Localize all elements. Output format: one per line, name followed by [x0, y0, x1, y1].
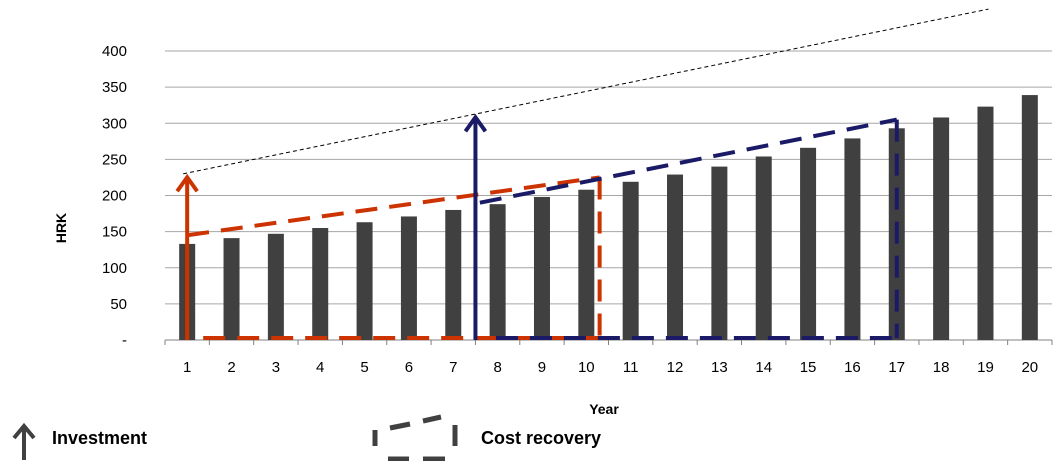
y-tick-label: 400	[102, 43, 127, 60]
x-tick-label: 8	[493, 359, 501, 376]
bar	[356, 222, 373, 340]
bar	[400, 216, 417, 340]
bar	[755, 156, 772, 340]
x-tick-label: 14	[755, 359, 772, 376]
y-tick-label: 350	[102, 79, 127, 96]
bar	[312, 228, 329, 340]
bar	[711, 166, 728, 340]
y-tick-labels: - 50 100 150 200 250 300 350 400	[102, 43, 127, 349]
x-tick-label: 4	[316, 359, 324, 376]
bar	[844, 138, 861, 340]
x-tick-label: 1	[183, 359, 191, 376]
y-tick-label: 200	[102, 188, 127, 205]
legend-cost-recovery-label: Cost recovery	[481, 428, 601, 448]
bar	[1021, 95, 1038, 340]
bar	[223, 238, 240, 340]
x-tick-label: 16	[844, 359, 861, 376]
x-tick-label: 6	[405, 359, 413, 376]
x-tick-label: 12	[667, 359, 684, 376]
bar	[533, 196, 550, 340]
x-tick-labels: 1 2 3 4 5 6 7 8 9 10 11 12 13 14 15 16 17 18 19 20	[183, 359, 1038, 376]
x-tick-label: 2	[227, 359, 235, 376]
x-tick-label: 19	[977, 359, 994, 376]
x-tick-label: 18	[933, 359, 950, 376]
y-axis-title: HRK	[53, 213, 69, 243]
x-tick-label: 10	[578, 359, 595, 376]
x-tick-label: 3	[272, 359, 280, 376]
bar	[977, 106, 994, 340]
y-tick-label: 150	[102, 224, 127, 241]
bar	[800, 147, 817, 340]
y-tick-label: 50	[110, 296, 127, 313]
bar	[267, 233, 284, 340]
legend-cost-recovery: Cost recovery	[372, 414, 601, 461]
legend-investment-label: Investment	[52, 428, 147, 448]
x-tick-label: 20	[1021, 359, 1038, 376]
x-tick-label: 13	[711, 359, 728, 376]
second-cost-recovery-investment-arrow-icon	[463, 113, 488, 340]
trend-line	[183, 8, 989, 175]
first-cost-recovery-investment-arrow-icon	[175, 173, 199, 340]
x-tick-label: 11	[623, 359, 639, 376]
bar	[445, 209, 462, 340]
y-tick-label: -	[122, 332, 127, 349]
overlays	[175, 8, 989, 340]
y-tick-label: 250	[102, 151, 127, 168]
bar	[933, 117, 950, 340]
y-tick-label: 100	[102, 260, 127, 277]
x-tick-label: 5	[360, 359, 368, 376]
investment-arrow-icon	[12, 422, 36, 460]
bar	[489, 204, 506, 340]
gridlines	[165, 50, 1052, 305]
x-tick-label: 15	[800, 359, 817, 376]
y-tick-label: 300	[102, 115, 127, 132]
bars	[179, 95, 1038, 340]
bar	[578, 189, 595, 340]
x-tick-label: 7	[449, 359, 457, 376]
x-axis-tick-marks	[164, 340, 1053, 345]
first-cost-recovery-top-line	[186, 175, 600, 238]
x-tick-label: 9	[538, 359, 546, 376]
legend-investment: Investment	[12, 422, 147, 460]
bar	[622, 181, 639, 340]
x-tick-label: 17	[888, 359, 905, 376]
second-cost-recovery-top-line	[479, 117, 898, 205]
bar	[667, 174, 684, 340]
x-axis-title: Year	[589, 401, 619, 417]
dashed-box-icon	[372, 414, 458, 461]
